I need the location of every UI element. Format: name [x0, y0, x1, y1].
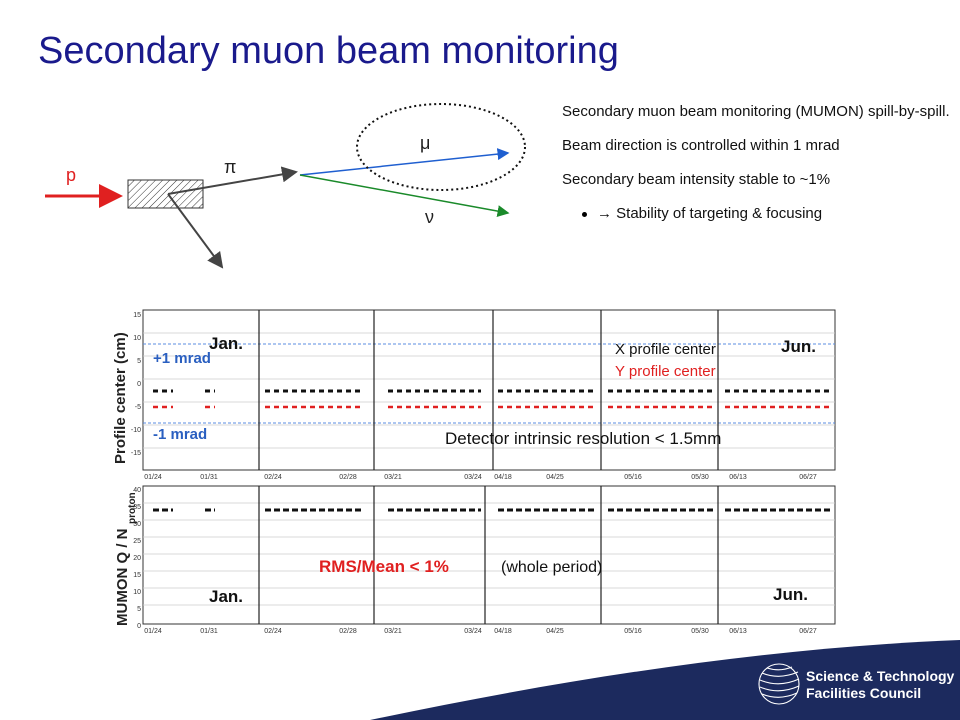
- bottom-month-start: Jan.: [209, 587, 243, 606]
- top-plot-frame: [142, 309, 836, 471]
- bottom-plot-gridlines: [143, 502, 835, 606]
- bottom-xtick-label: 01/24: [144, 628, 162, 635]
- top-xtick-label: 05/16: [624, 474, 642, 481]
- top-xtick-label: 01/31: [200, 474, 218, 481]
- top-xtick-label: 05/30: [691, 474, 709, 481]
- top-xtick-label: 06/13: [729, 474, 747, 481]
- neutrino-arrow: [299, 174, 510, 218]
- legend-x-profile: X profile center: [615, 341, 716, 358]
- top-plot-dividers: [258, 310, 719, 470]
- top-ylabel: Profile center (cm): [112, 332, 129, 464]
- bottom-ytick-label: 20: [133, 555, 141, 562]
- top-xtick-label: 02/24: [264, 474, 282, 481]
- mumon-plots: Profile center (cm) MUMON Q / N proton 1…: [103, 296, 848, 640]
- bottom-ylabel: MUMON Q / N: [114, 529, 131, 627]
- bottom-plot-dividers: [258, 486, 719, 624]
- top-ytick-label: -10: [131, 427, 141, 434]
- neutrino-label: ν: [425, 207, 434, 227]
- target-block: [127, 179, 204, 209]
- bottom-xtick-label: 03/21: [384, 628, 402, 635]
- secondary-arrow: [167, 193, 224, 269]
- top-xtick-label: 06/27: [799, 474, 817, 481]
- top-xtick-label: 03/24: [464, 474, 482, 481]
- bullet-intensity: Secondary beam intensity stable to ~1%: [562, 171, 831, 188]
- bottom-xtick-label: 04/25: [546, 628, 564, 635]
- pion-arrow: [167, 166, 298, 195]
- top-month-end: Jun.: [781, 337, 816, 356]
- top-xtick-label: 04/18: [494, 474, 512, 481]
- top-ytick-label: 15: [133, 312, 141, 319]
- bottom-ytick-label: 0: [137, 623, 141, 630]
- bottom-month-end: Jun.: [773, 585, 808, 604]
- plus-mrad-label: +1 mrad: [153, 350, 211, 367]
- bottom-ytick-label: 35: [133, 504, 141, 511]
- bottom-ytick-label: 25: [133, 538, 141, 545]
- org-line1: Science & Technology: [806, 668, 955, 684]
- top-xtick-labels: 01/24 01/31 02/24 02/28 03/21 03/24 04/18 04/25…: [144, 474, 817, 481]
- top-ytick-label: 5: [137, 358, 141, 365]
- org-line2: Facilities Council: [806, 685, 922, 701]
- bottom-xtick-label: 01/31: [200, 628, 218, 635]
- bottom-plot-frame: [142, 485, 836, 625]
- pion-label: π: [224, 157, 236, 177]
- bottom-xtick-label: 04/18: [494, 628, 512, 635]
- bullet-mumon: Secondary muon beam monitoring (MUMON) s…: [562, 103, 950, 120]
- top-xtick-label: 03/21: [384, 474, 402, 481]
- top-xtick-label: 01/24: [144, 474, 162, 481]
- proton-label: p: [66, 165, 76, 185]
- bottom-xtick-label: 05/16: [624, 628, 642, 635]
- top-ytick-label: 10: [133, 335, 141, 342]
- bottom-xtick-label: 02/28: [339, 628, 357, 635]
- muon-label: μ: [420, 133, 430, 153]
- bullet-direction: Beam direction is controlled within 1 mr…: [562, 137, 840, 154]
- top-ytick-labels: 15 10 5 0 -5 -10 -15: [131, 312, 141, 457]
- bottom-xtick-label: 06/27: [799, 628, 817, 635]
- bullet-list: Secondary muon beam monitoring (MUMON) s…: [562, 102, 952, 238]
- top-xtick-label: 04/25: [546, 474, 564, 481]
- top-ytick-label: 0: [137, 381, 141, 388]
- bottom-ytick-label: 5: [137, 606, 141, 613]
- slide-title: Secondary muon beam monitoring: [38, 30, 619, 72]
- stfc-logo-icon: [758, 663, 800, 705]
- bottom-xtick-label: 03/24: [464, 628, 482, 635]
- top-ytick-label: -5: [135, 404, 141, 411]
- bottom-ytick-label: 10: [133, 589, 141, 596]
- bullet-dot: [582, 211, 587, 217]
- bottom-xtick-labels: 01/24 01/31 02/24 02/28 03/21 03/24 04/18 04/25…: [144, 628, 817, 635]
- stfc-wordmark: Science & Technology Facilities Council: [806, 668, 954, 702]
- legend-y-profile: Y profile center: [615, 363, 716, 380]
- bottom-xtick-label: 06/13: [729, 628, 747, 635]
- top-plot-series: [153, 389, 829, 409]
- footer-band: [370, 640, 960, 720]
- bottom-ylabel-sub: proton: [127, 492, 138, 524]
- bottom-ytick-label: 15: [133, 572, 141, 579]
- bullet-stability: → Stability of targeting & focusing: [582, 204, 952, 224]
- bottom-ytick-label: 40: [133, 487, 141, 494]
- top-xtick-label: 02/28: [339, 474, 357, 481]
- minus-mrad-label: -1 mrad: [153, 426, 207, 443]
- bullet-stability-text: → Stability of targeting & focusing: [597, 205, 823, 222]
- bottom-xtick-label: 05/30: [691, 628, 709, 635]
- bottom-ytick-label: 30: [133, 521, 141, 528]
- rms-label: RMS/Mean < 1%: [319, 557, 449, 576]
- beam-diagram: p π μ ν: [45, 103, 526, 269]
- period-label: (whole period): [501, 559, 602, 576]
- top-ytick-label: -15: [131, 450, 141, 457]
- mumon-region-ellipse: [356, 103, 526, 191]
- top-plot-gridlines: [143, 332, 835, 449]
- bottom-xtick-label: 02/24: [264, 628, 282, 635]
- top-month-start: Jan.: [209, 334, 243, 353]
- bottom-ytick-labels: 40 35 30 25 20 15 10 5 0: [133, 487, 141, 630]
- resolution-note: Detector intrinsic resolution < 1.5mm: [445, 429, 721, 448]
- muon-arrow: [299, 148, 510, 176]
